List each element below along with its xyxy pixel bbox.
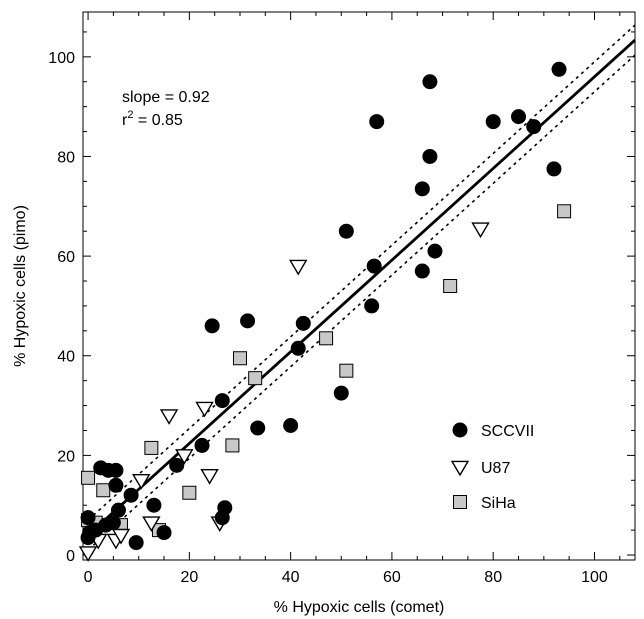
fit-lines xyxy=(82,24,636,556)
y-tick-label: 60 xyxy=(57,249,75,266)
point-sccvii xyxy=(366,258,382,274)
point-u87 xyxy=(175,449,194,465)
point-sccvii xyxy=(194,437,210,453)
x-tick-label: 100 xyxy=(581,569,608,586)
point-u87 xyxy=(200,469,219,485)
regression-line xyxy=(82,39,636,541)
point-sccvii xyxy=(526,119,542,135)
y-axis-label: % Hypoxic cells (pimo) xyxy=(12,205,29,367)
legend: SCCVII U87 SiHa xyxy=(450,422,534,512)
point-sccvii xyxy=(369,114,385,130)
point-sccvii xyxy=(422,74,438,90)
point-siha xyxy=(557,204,572,219)
point-sccvii xyxy=(295,315,311,331)
point-sccvii xyxy=(128,535,144,551)
point-u87 xyxy=(132,473,151,490)
y-tick-label: 0 xyxy=(66,548,75,565)
point-sccvii xyxy=(422,148,438,164)
confidence-line-2 xyxy=(82,54,636,556)
x-tick-label: 20 xyxy=(180,569,198,586)
legend-marker-u87 xyxy=(450,460,470,477)
point-sccvii xyxy=(146,497,162,513)
point-sccvii xyxy=(123,487,139,503)
point-u87 xyxy=(111,528,131,545)
y-tick-label: 100 xyxy=(48,50,75,67)
point-siha xyxy=(96,483,111,498)
point-sccvii xyxy=(240,313,256,329)
point-siha xyxy=(319,331,334,346)
confidence-line-1 xyxy=(82,24,636,526)
point-sccvii xyxy=(204,318,220,334)
x-axis-label: % Hypoxic cells (comet) xyxy=(274,599,445,616)
point-sccvii xyxy=(217,500,233,516)
point-sccvii xyxy=(283,417,299,433)
point-siha xyxy=(339,363,354,378)
point-sccvii xyxy=(105,515,121,531)
point-sccvii xyxy=(110,502,126,518)
legend-marker-sccvii xyxy=(452,422,468,438)
point-sccvii xyxy=(546,161,562,177)
point-u87 xyxy=(159,409,179,425)
point-siha xyxy=(81,470,96,485)
x-tick-label: 40 xyxy=(282,569,300,586)
y-tick-label: 80 xyxy=(57,149,75,166)
point-sccvii xyxy=(485,114,501,130)
legend-label-sccvii: SCCVII xyxy=(481,423,534,440)
point-sccvii xyxy=(511,109,527,125)
annotation-r-prefix: r xyxy=(122,112,128,129)
point-siha xyxy=(443,279,458,293)
legend-marker-siha xyxy=(453,495,467,509)
legend-label-u87: U87 xyxy=(481,460,510,477)
y-tick-label: 40 xyxy=(57,349,75,366)
annotation-r-sup: 2 xyxy=(127,109,133,121)
point-sccvii xyxy=(364,298,380,314)
point-sccvii xyxy=(414,263,430,279)
point-u87 xyxy=(195,401,214,418)
point-sccvii xyxy=(214,393,230,409)
point-sccvii xyxy=(108,477,124,493)
x-tick-label: 0 xyxy=(84,569,93,586)
point-sccvii xyxy=(338,223,354,239)
point-sccvii xyxy=(414,181,430,197)
axis-ticks: 0 20 40 60 80 100 0 20 40 60 80 100 xyxy=(48,12,635,586)
x-tick-label: 60 xyxy=(383,569,401,586)
point-u87 xyxy=(471,222,490,239)
point-sccvii xyxy=(551,61,567,77)
y-tick-label: 20 xyxy=(57,448,75,465)
point-siha xyxy=(182,485,197,500)
data-points xyxy=(78,61,572,562)
point-sccvii xyxy=(156,525,172,541)
plot-frame xyxy=(82,11,636,561)
point-sccvii xyxy=(333,385,349,401)
point-siha xyxy=(225,438,240,453)
x-tick-label: 80 xyxy=(484,569,502,586)
point-u87 xyxy=(78,546,98,562)
annotation-r2: r2 = 0.85 xyxy=(122,109,183,129)
annotation-r-suffix: = 0.85 xyxy=(133,112,182,129)
point-u87 xyxy=(289,259,308,276)
point-siha xyxy=(144,440,159,455)
point-siha xyxy=(232,351,247,366)
point-sccvii xyxy=(250,420,266,436)
point-siha xyxy=(248,371,263,386)
point-u87 xyxy=(142,516,161,533)
point-sccvii xyxy=(290,340,306,356)
point-sccvii xyxy=(169,457,185,473)
point-sccvii xyxy=(108,462,124,478)
annotation-slope: slope = 0.92 xyxy=(122,89,210,106)
point-sccvii xyxy=(427,243,443,259)
legend-label-siha: SiHa xyxy=(481,495,516,512)
point-sccvii xyxy=(80,510,96,526)
